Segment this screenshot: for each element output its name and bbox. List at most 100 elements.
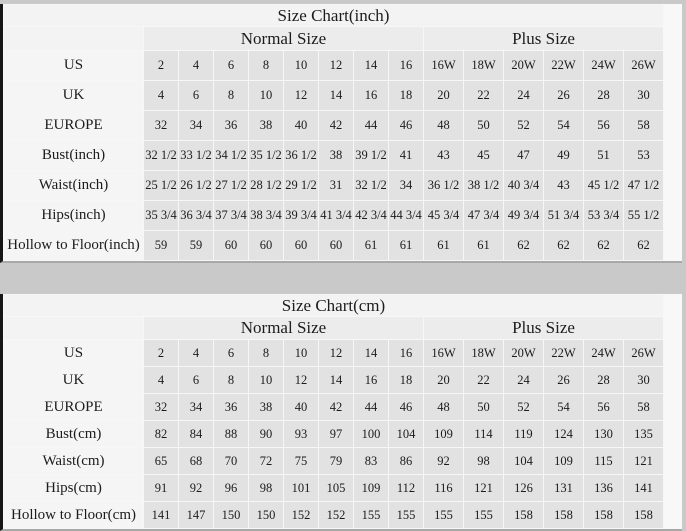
size-value-cell: 38 [248,393,284,421]
size-value-cell: 10 [248,80,284,111]
size-value-cell: 14 [318,366,354,394]
size-value-cell: 109 [353,474,389,502]
size-value-cell: 92 [423,447,464,475]
row-label: Bust(cm) [3,420,144,448]
size-value-cell: 25 1/2 [143,170,179,201]
size-value-cell: 32 1/2 [143,140,179,171]
size-value-cell: 27 1/2 [213,170,249,201]
size-value-cell: 61 [388,230,424,261]
size-value-cell: 8 [248,50,284,81]
row-label: UK [3,366,144,394]
size-value-cell: 14 [318,80,354,111]
size-value-cell: 16 [353,366,389,394]
size-value-cell: 60 [213,230,249,261]
size-value-cell: 28 [583,80,624,111]
size-value-cell: 44 [353,393,389,421]
size-value-cell: 65 [143,447,179,475]
table-row: Hips(inch) 35 3/4 36 3/4 37 3/4 38 3/4 39 3/4… [3,200,664,231]
size-value-cell: 150 [213,501,249,529]
size-value-cell: 36 1/2 [283,140,319,171]
size-value-cell: 90 [248,420,284,448]
size-value-cell: 33 1/2 [178,140,214,171]
size-value-cell: 158 [623,501,664,529]
size-value-cell: 35 3/4 [143,200,179,231]
size-value-cell: 24 [503,80,544,111]
size-value-cell: 22 [463,80,504,111]
size-value-cell: 36 [213,110,249,141]
size-value-cell: 34 [178,393,214,421]
size-value-cell: 84 [178,420,214,448]
row-label: Bust(inch) [3,140,144,171]
size-value-cell: 4 [143,80,179,111]
size-value-cell: 50 [463,393,504,421]
size-value-cell: 12 [318,339,354,367]
size-value-cell: 152 [318,501,354,529]
size-value-cell: 155 [388,501,424,529]
size-value-cell: 40 3/4 [503,170,544,201]
size-value-cell: 44 [353,110,389,141]
size-value-cell: 41 [388,140,424,171]
size-value-cell: 60 [318,230,354,261]
size-value-cell: 141 [143,501,179,529]
table-title-row: Size Chart(cm) [3,294,664,317]
size-value-cell: 24W [583,50,624,81]
size-value-cell: 12 [318,50,354,81]
size-value-cell: 30 [623,366,664,394]
size-value-cell: 48 [423,393,464,421]
size-value-cell: 79 [318,447,354,475]
size-value-cell: 20 [423,366,464,394]
size-value-cell: 12 [283,80,319,111]
size-value-cell: 40 [283,110,319,141]
size-value-cell: 36 [213,393,249,421]
table-row: Hollow to Floor(inch) 59 59 60 60 60 60 61 61 61 6… [3,230,664,261]
size-value-cell: 26W [623,50,664,81]
size-value-cell: 24 [503,366,544,394]
size-value-cell: 16 [388,50,424,81]
size-value-cell: 22W [543,339,584,367]
size-value-cell: 34 1/2 [213,140,249,171]
size-value-cell: 46 [388,110,424,141]
size-value-cell: 10 [283,339,319,367]
size-value-cell: 44 3/4 [388,200,424,231]
size-value-cell: 62 [623,230,664,261]
size-value-cell: 152 [283,501,319,529]
size-value-cell: 10 [248,366,284,394]
size-value-cell: 46 [388,393,424,421]
size-value-cell: 109 [543,447,584,475]
row-label: EUROPE [3,110,144,141]
size-value-cell: 98 [248,474,284,502]
size-value-cell: 48 [423,110,464,141]
size-value-cell: 121 [623,447,664,475]
size-value-cell: 38 1/2 [463,170,504,201]
size-value-cell: 4 [143,366,179,394]
size-chart-inch-table: Size Chart(inch) Normal Size Plus Size U… [3,4,664,261]
size-value-cell: 51 [583,140,624,171]
size-value-cell: 45 [463,140,504,171]
table-title-row: Size Chart(inch) [3,4,664,27]
size-value-cell: 104 [503,447,544,475]
size-value-cell: 130 [583,420,624,448]
size-value-cell: 28 1/2 [248,170,284,201]
size-value-cell: 121 [463,474,504,502]
size-value-cell: 93 [283,420,319,448]
corner-cell [3,26,144,51]
size-value-cell: 101 [283,474,319,502]
size-value-cell: 16 [353,80,389,111]
size-value-cell: 62 [543,230,584,261]
table-row: Bust(cm) 82 84 88 90 93 97 100 104 109 114 119 124 13… [3,420,664,448]
size-value-cell: 83 [353,447,389,475]
table-row: Waist(inch) 25 1/2 26 1/2 27 1/2 28 1/2 29 1/… [3,170,664,201]
row-label: Hollow to Floor(cm) [3,501,144,529]
size-value-cell: 28 [583,366,624,394]
size-value-cell: 38 [248,110,284,141]
normal-size-header: Normal Size [143,316,424,340]
size-value-cell: 26 1/2 [178,170,214,201]
table-row: EUROPE 32 34 36 38 40 42 44 46 48 50 52 54 56 58 [3,393,664,421]
normal-size-header: Normal Size [143,26,424,51]
table-title: Size Chart(inch) [3,4,664,27]
size-value-cell: 41 3/4 [318,200,354,231]
size-value-cell: 30 [623,80,664,111]
size-value-cell: 20 [423,80,464,111]
table-row: US 2 4 6 8 10 12 14 16 16W 18W 20W 22W 24W 26W [3,339,664,367]
